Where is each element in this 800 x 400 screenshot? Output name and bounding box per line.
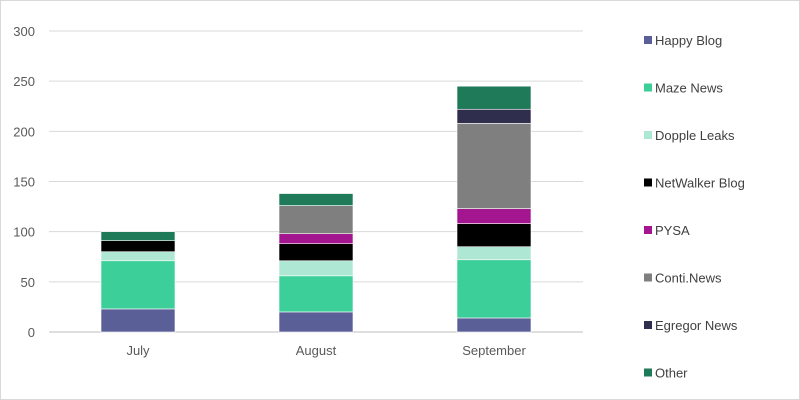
legend-swatch — [644, 273, 652, 282]
bar-segment-pysa — [456, 208, 532, 224]
y-tick-label: 150 — [13, 175, 35, 190]
bar-segment-netwalker-blog — [100, 240, 176, 253]
legend-item: Egregor News — [644, 318, 738, 333]
legend-label: Egregor News — [655, 318, 738, 333]
bar-segment-maze-news — [278, 275, 354, 313]
x-axis-ticks: July August September — [126, 343, 526, 358]
bar-segment-happy-blog — [100, 308, 176, 333]
y-tick-label: 250 — [13, 74, 35, 89]
bar-segment-conti-news — [456, 123, 532, 209]
legend-label: Conti.News — [655, 271, 722, 286]
x-tick-label: August — [296, 343, 337, 358]
bar-stack-september — [456, 85, 532, 333]
y-tick-label: 100 — [13, 225, 35, 240]
bar-segment-netwalker-blog — [456, 223, 532, 248]
x-tick-label: July — [126, 343, 150, 358]
bar-stack-july — [100, 231, 176, 333]
legend-label: NetWalker Blog — [655, 176, 745, 191]
bar-segment-maze-news — [456, 259, 532, 319]
bars — [100, 85, 532, 333]
legend-item: PYSA — [644, 223, 690, 238]
bar-segment-dopple-leaks — [456, 246, 532, 261]
bar-segment-other — [456, 85, 532, 110]
legend-label: Dopple Leaks — [655, 128, 735, 143]
legend-item: Conti.News — [644, 271, 722, 286]
y-tick-label: 0 — [28, 325, 35, 340]
legend-item: Dopple Leaks — [644, 128, 735, 143]
legend-swatch — [644, 131, 652, 139]
legend-label: PYSA — [655, 223, 690, 238]
legend-swatch — [644, 226, 652, 234]
bar-segment-egregor-news — [456, 108, 532, 124]
legend-label: Other — [655, 366, 688, 381]
legend-label: Maze News — [655, 81, 723, 96]
legend-swatch — [644, 83, 652, 92]
y-tick-label: 50 — [21, 275, 35, 290]
bar-segment-happy-blog — [456, 317, 532, 333]
legend-swatch — [644, 368, 652, 377]
legend-item: Maze News — [644, 81, 723, 96]
x-tick-label: September — [462, 343, 526, 358]
y-tick-label: 300 — [13, 24, 35, 39]
bar-segment-maze-news — [100, 260, 176, 310]
y-tick-label: 200 — [13, 124, 35, 139]
y-axis-ticks: 0 50 100 150 200 250 300 — [13, 24, 35, 340]
bar-segment-dopple-leaks — [278, 260, 354, 277]
bar-stack-august — [278, 193, 354, 333]
bar-segment-other — [100, 231, 176, 241]
legend: Happy Blog Maze News Dopple Leaks NetWalker… — [644, 33, 745, 381]
bar-segment-netwalker-blog — [278, 243, 354, 262]
bar-segment-pysa — [278, 233, 354, 245]
legend-item: Happy Blog — [644, 33, 722, 48]
bar-segment-conti-news — [278, 205, 354, 234]
legend-swatch — [644, 321, 652, 329]
legend-label: Happy Blog — [655, 33, 722, 48]
legend-item: Other — [644, 366, 688, 381]
bar-segment-happy-blog — [278, 311, 354, 333]
bar-segment-dopple-leaks — [100, 251, 176, 262]
bar-segment-other — [278, 193, 354, 206]
legend-swatch — [644, 36, 652, 44]
legend-swatch — [644, 178, 652, 187]
legend-item: NetWalker Blog — [644, 176, 745, 191]
